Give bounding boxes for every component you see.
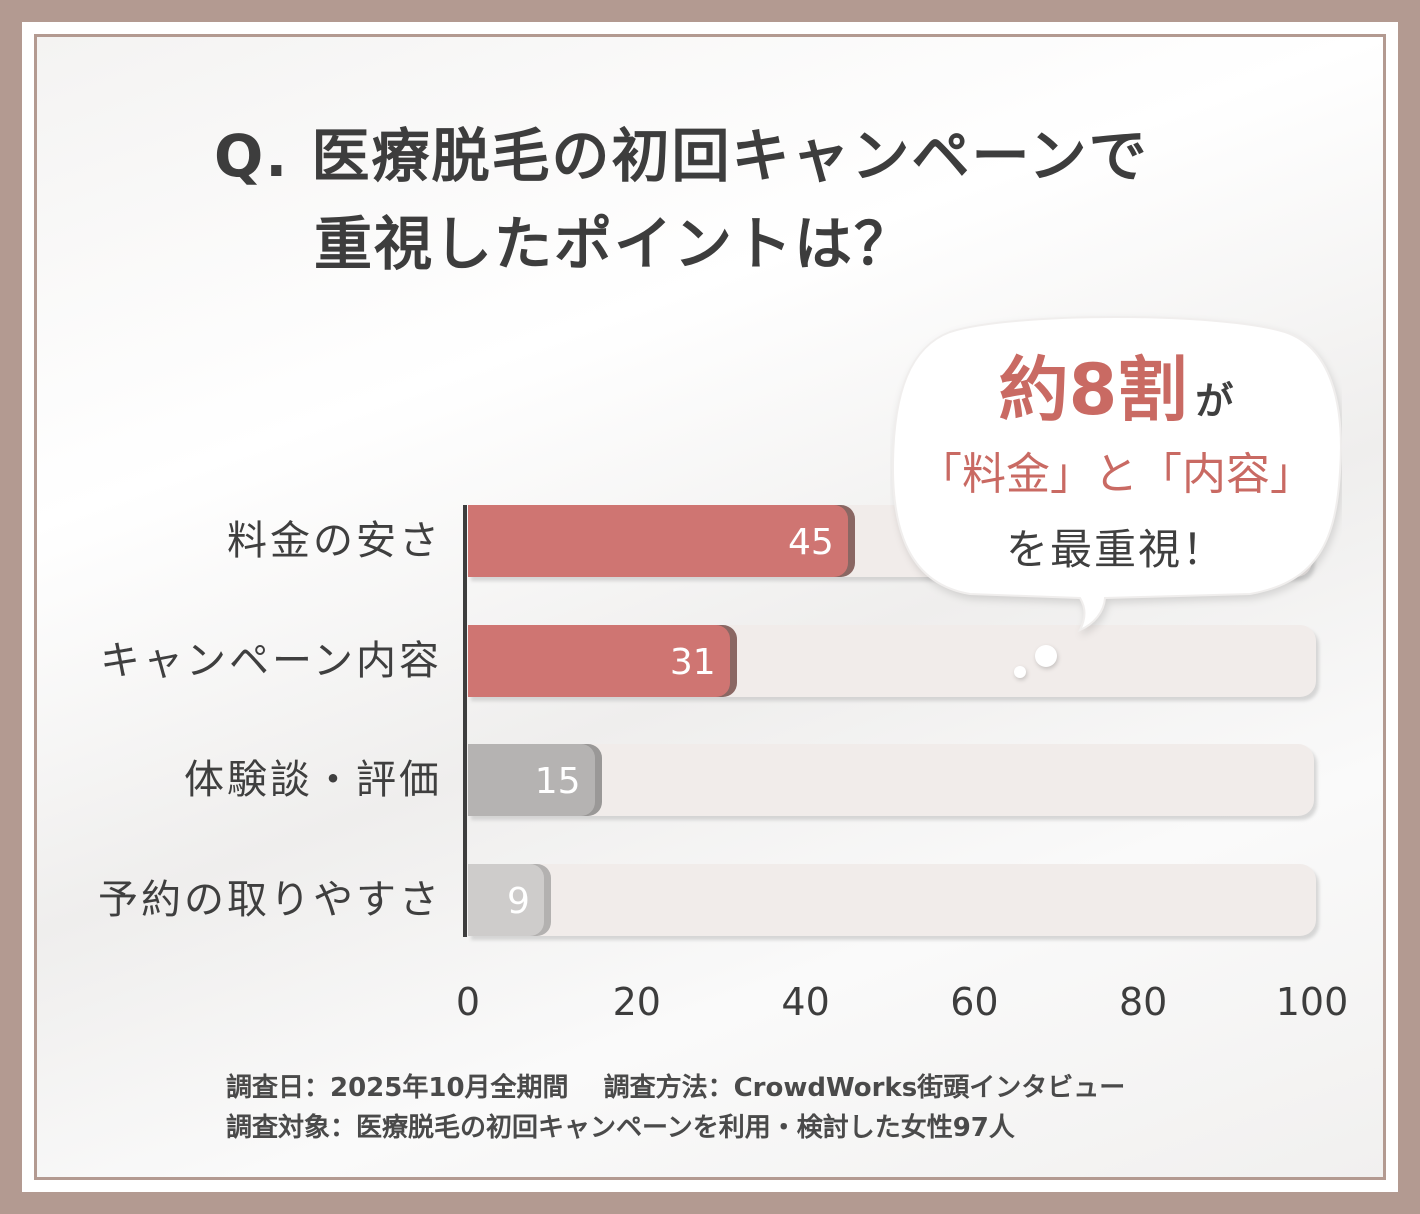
footnote-line-1: 調査日：2025年10月全期間 調査方法：CrowdWorks街頭インタビュー — [226, 1073, 1126, 1103]
title-line-2: 重視したポイントは？ — [314, 210, 915, 278]
x-tick-label: 80 — [1119, 980, 1168, 1024]
bar-value-label: 31 — [669, 642, 716, 683]
x-tick-label: 20 — [612, 980, 661, 1024]
x-tick-label: 100 — [1275, 980, 1349, 1024]
callout-line-3: を最重視！ — [1005, 525, 1226, 574]
survey-footnote: 調査日：2025年10月全期間 調査方法：CrowdWorks街頭インタビュー … — [226, 1068, 1125, 1148]
title-line-1: Q. 医療脱毛の初回キャンペーンで — [214, 122, 1149, 190]
speech-bubble — [891, 316, 1342, 632]
callout-highlight: 約8割 — [998, 349, 1188, 431]
bar — [468, 625, 730, 697]
bar — [468, 744, 595, 816]
speech-bubble-shape — [891, 316, 1342, 632]
bar-track — [468, 744, 1314, 816]
bar-track — [468, 864, 1316, 936]
x-tick-label: 0 — [455, 980, 481, 1024]
bar — [468, 864, 544, 936]
x-tick-label: 40 — [781, 980, 830, 1024]
y-axis-line — [463, 505, 467, 937]
category-label: キャンペーン内容 — [100, 638, 442, 684]
thought-dots — [1014, 645, 1057, 678]
callout-line-1: 約8割が — [890, 340, 1342, 440]
chart-card — [34, 34, 1386, 1180]
bar — [468, 505, 848, 577]
callout-line-2: 「料金」と「内容」 — [918, 449, 1314, 500]
callout-particle: が — [1195, 379, 1234, 423]
thought-dot-large — [1035, 645, 1057, 667]
footnote-line-2: 調査対象：医療脱毛の初回キャンペーンを利用・検討した女性97人 — [226, 1113, 1015, 1143]
bar-value-label: 9 — [507, 881, 530, 922]
category-label: 予約の取りやすさ — [98, 877, 442, 923]
bar-value-label: 15 — [534, 761, 581, 802]
chart-title: Q. 医療脱毛の初回キャンペーンで 重視したポイントは？ — [214, 112, 1264, 288]
thought-dot-small — [1014, 666, 1026, 678]
category-label: 体験談・評価 — [184, 757, 442, 803]
bar-value-label: 45 — [787, 522, 834, 563]
category-label: 料金の安さ — [227, 518, 442, 564]
x-tick-label: 60 — [950, 980, 999, 1024]
callout-text: 約8割が 「料金」と「内容」 を最重視！ — [890, 340, 1342, 590]
